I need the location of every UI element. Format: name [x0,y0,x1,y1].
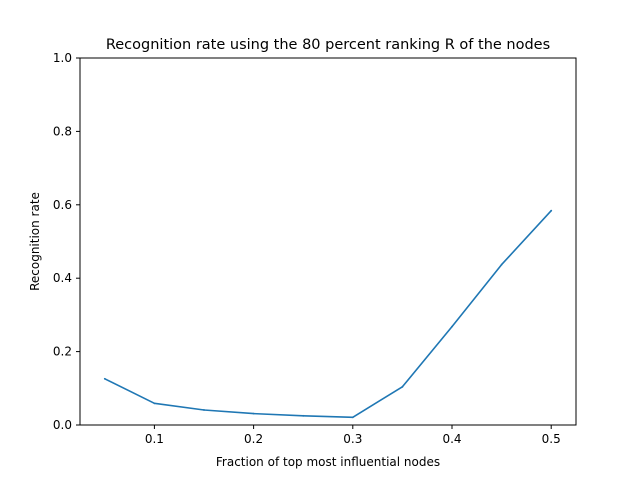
chart-title: Recognition rate using the 80 percent ra… [106,37,550,53]
axes-frame [79,57,577,426]
data-point [451,325,453,328]
x-axis-label: Fraction of top most influential nodes [216,455,440,469]
y-tick-label: 0.2 [53,345,72,359]
x-tick-label: 0.1 [145,432,164,446]
series-line [104,209,553,419]
data-point [203,409,205,411]
y-tick-label: 0.4 [53,271,72,285]
data-point [351,416,354,419]
x-tick-label: 0.5 [542,432,561,446]
data-point [550,209,553,212]
data-point [500,263,503,266]
y-tick-label: 0.8 [53,124,72,138]
plot-area [103,209,553,419]
x-tick-label: 0.2 [244,432,263,446]
data-point [252,412,255,415]
data-point [103,377,106,380]
y-tick-label: 0.0 [53,418,72,432]
data-point [302,414,305,417]
y-axis-label: Recognition rate [28,192,42,291]
y-tick-label: 0.6 [53,198,72,212]
x-tick-label: 0.3 [343,432,362,446]
x-axis: 0.1 0.2 0.3 0.4 0.5 [145,425,561,446]
y-tick-label: 1.0 [53,51,72,65]
data-point [153,402,156,405]
x-tick-label: 0.4 [442,432,461,446]
y-axis: 0.0 0.2 0.4 0.6 0.8 1.0 [53,51,80,432]
data-point [401,385,404,388]
